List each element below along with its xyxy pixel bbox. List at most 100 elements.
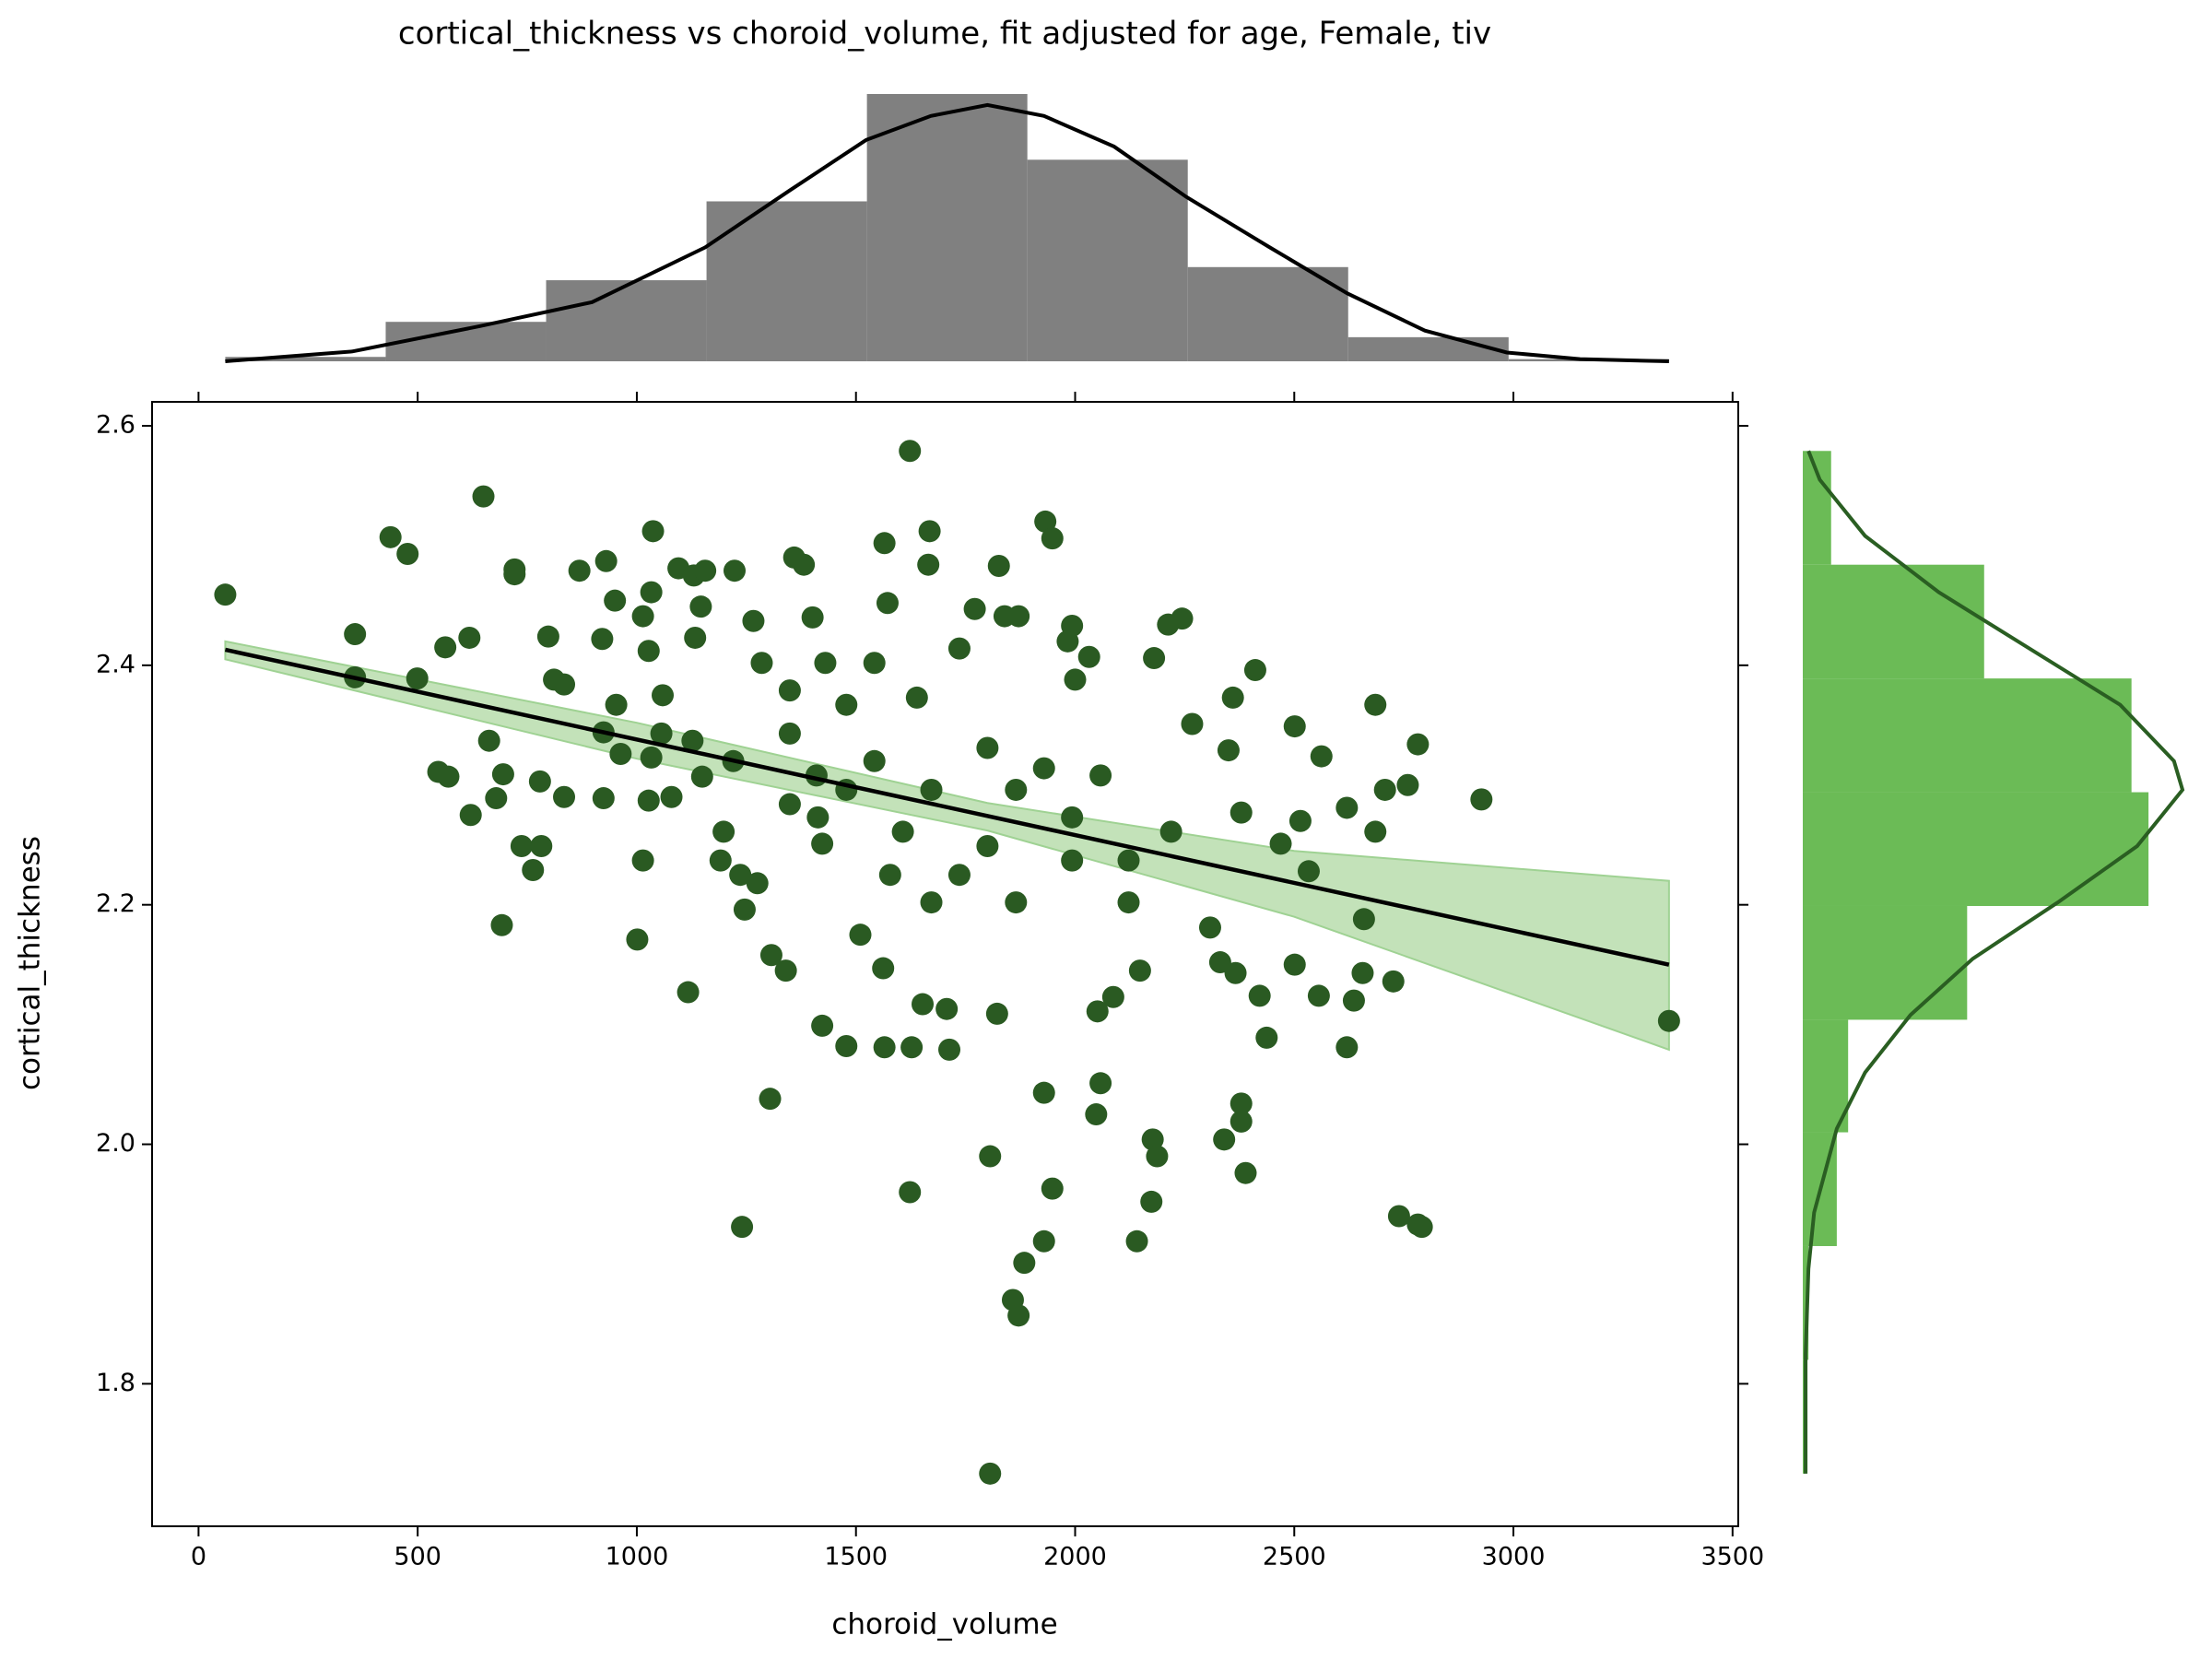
- scatter-point: [677, 981, 700, 1004]
- scatter-point: [1159, 820, 1182, 843]
- scatter-point: [1230, 1110, 1253, 1133]
- scatter-point: [522, 859, 545, 882]
- scatter-point: [604, 589, 627, 612]
- scatter-point: [1410, 1216, 1433, 1239]
- scatter-point: [863, 749, 886, 772]
- scatter-point: [1085, 1103, 1108, 1126]
- scatter-point: [1248, 984, 1271, 1007]
- histogram-bar: [546, 280, 707, 361]
- scatter-point: [899, 1181, 922, 1204]
- scatter-point: [1213, 1128, 1236, 1151]
- scatter-point: [873, 532, 896, 555]
- scatter-point: [684, 626, 707, 649]
- scatter-point: [1283, 953, 1306, 976]
- scatter-point: [660, 785, 683, 808]
- histogram-bar: [1803, 678, 2132, 793]
- scatter-point: [1396, 773, 1419, 796]
- scatter-point: [689, 595, 712, 618]
- scatter-point: [873, 1036, 896, 1059]
- scatter-point: [801, 606, 824, 629]
- scatter-point: [477, 729, 500, 752]
- scatter-point: [631, 605, 654, 628]
- scatter-point: [1140, 1190, 1163, 1213]
- x-tick-label: 2500: [1263, 1543, 1326, 1571]
- x-tick-label: 500: [394, 1543, 441, 1571]
- scatter-point: [652, 684, 675, 707]
- scatter-point: [935, 997, 959, 1020]
- scatter-point: [891, 820, 914, 843]
- scatter-point: [609, 742, 632, 765]
- scatter-point: [344, 623, 367, 646]
- scatter-point: [1352, 908, 1375, 931]
- scatter-point: [437, 765, 460, 788]
- x-tick-label: 0: [191, 1543, 206, 1571]
- scatter-point: [1032, 1081, 1055, 1104]
- y-tick-label: 2.6: [96, 410, 135, 439]
- x-tick-label: 3000: [1482, 1543, 1546, 1571]
- scatter-point: [406, 667, 429, 690]
- scatter-point: [1382, 970, 1405, 993]
- scatter-point: [778, 679, 801, 702]
- scatter-point: [963, 597, 986, 620]
- scatter-point: [806, 806, 830, 829]
- scatter-point: [1335, 796, 1359, 819]
- scatter-point: [553, 673, 576, 696]
- scatter-point: [1335, 1036, 1359, 1059]
- histogram-bar: [225, 357, 386, 361]
- scatter-point: [631, 849, 654, 872]
- x-tick-label: 3500: [1700, 1543, 1764, 1571]
- scatter-point: [1005, 778, 1028, 801]
- scatter-point: [1230, 1092, 1253, 1115]
- scatter-point: [1077, 645, 1100, 668]
- scatter-point: [1243, 659, 1266, 682]
- scatter-point: [1141, 1128, 1164, 1151]
- scatter-point: [1056, 629, 1079, 653]
- scatter-point: [1364, 693, 1387, 716]
- y-tick-label: 1.8: [96, 1369, 135, 1397]
- y-tick-label: 2.0: [96, 1129, 135, 1158]
- scatter-point: [681, 729, 704, 752]
- scatter-point: [878, 864, 901, 887]
- scatter-point: [947, 864, 971, 887]
- scatter-point: [1406, 733, 1430, 756]
- scatter-point: [553, 785, 576, 808]
- chart-title: cortical_thickness vs choroid_volume, fi…: [398, 16, 1491, 53]
- scatter-point: [1007, 605, 1030, 628]
- scatter-point: [1146, 1145, 1169, 1168]
- scatter-point: [1125, 1230, 1148, 1253]
- scatter-point: [485, 787, 508, 810]
- scatter-point: [872, 957, 895, 980]
- scatter-point: [459, 804, 482, 827]
- scatter-point: [1255, 1026, 1278, 1049]
- scatter-point: [694, 559, 717, 582]
- scatter-point: [640, 581, 663, 604]
- scatter-point: [1117, 891, 1140, 914]
- scatter-point: [528, 770, 551, 793]
- scatter-point: [568, 559, 591, 582]
- x-tick-label: 2000: [1043, 1543, 1107, 1571]
- scatter-point: [1007, 1304, 1030, 1327]
- scatter-point: [1221, 686, 1244, 709]
- kde-line: [225, 102, 1669, 363]
- scatter-point: [1171, 607, 1194, 630]
- scatter-point: [1101, 985, 1124, 1008]
- histogram-bar: [866, 94, 1028, 361]
- scatter-point: [1283, 715, 1306, 738]
- scatter-point: [491, 763, 514, 786]
- scatter-point: [1061, 849, 1084, 872]
- scatter-point: [1470, 788, 1493, 811]
- scatter-point: [690, 765, 713, 788]
- scatter-point: [729, 864, 752, 887]
- histogram-bar: [1187, 266, 1348, 361]
- scatter-point: [637, 789, 660, 812]
- scatter-point: [1288, 809, 1312, 832]
- histogram-bar: [706, 201, 867, 361]
- scatter-point: [774, 959, 797, 982]
- x-axis-label: choroid_volume: [831, 1608, 1057, 1641]
- scatter-point: [1208, 951, 1231, 974]
- scatter-point: [594, 549, 618, 572]
- scatter-point: [876, 592, 899, 615]
- scatter-point: [899, 440, 922, 463]
- scatter-point: [214, 583, 237, 606]
- scatter-point: [530, 835, 553, 858]
